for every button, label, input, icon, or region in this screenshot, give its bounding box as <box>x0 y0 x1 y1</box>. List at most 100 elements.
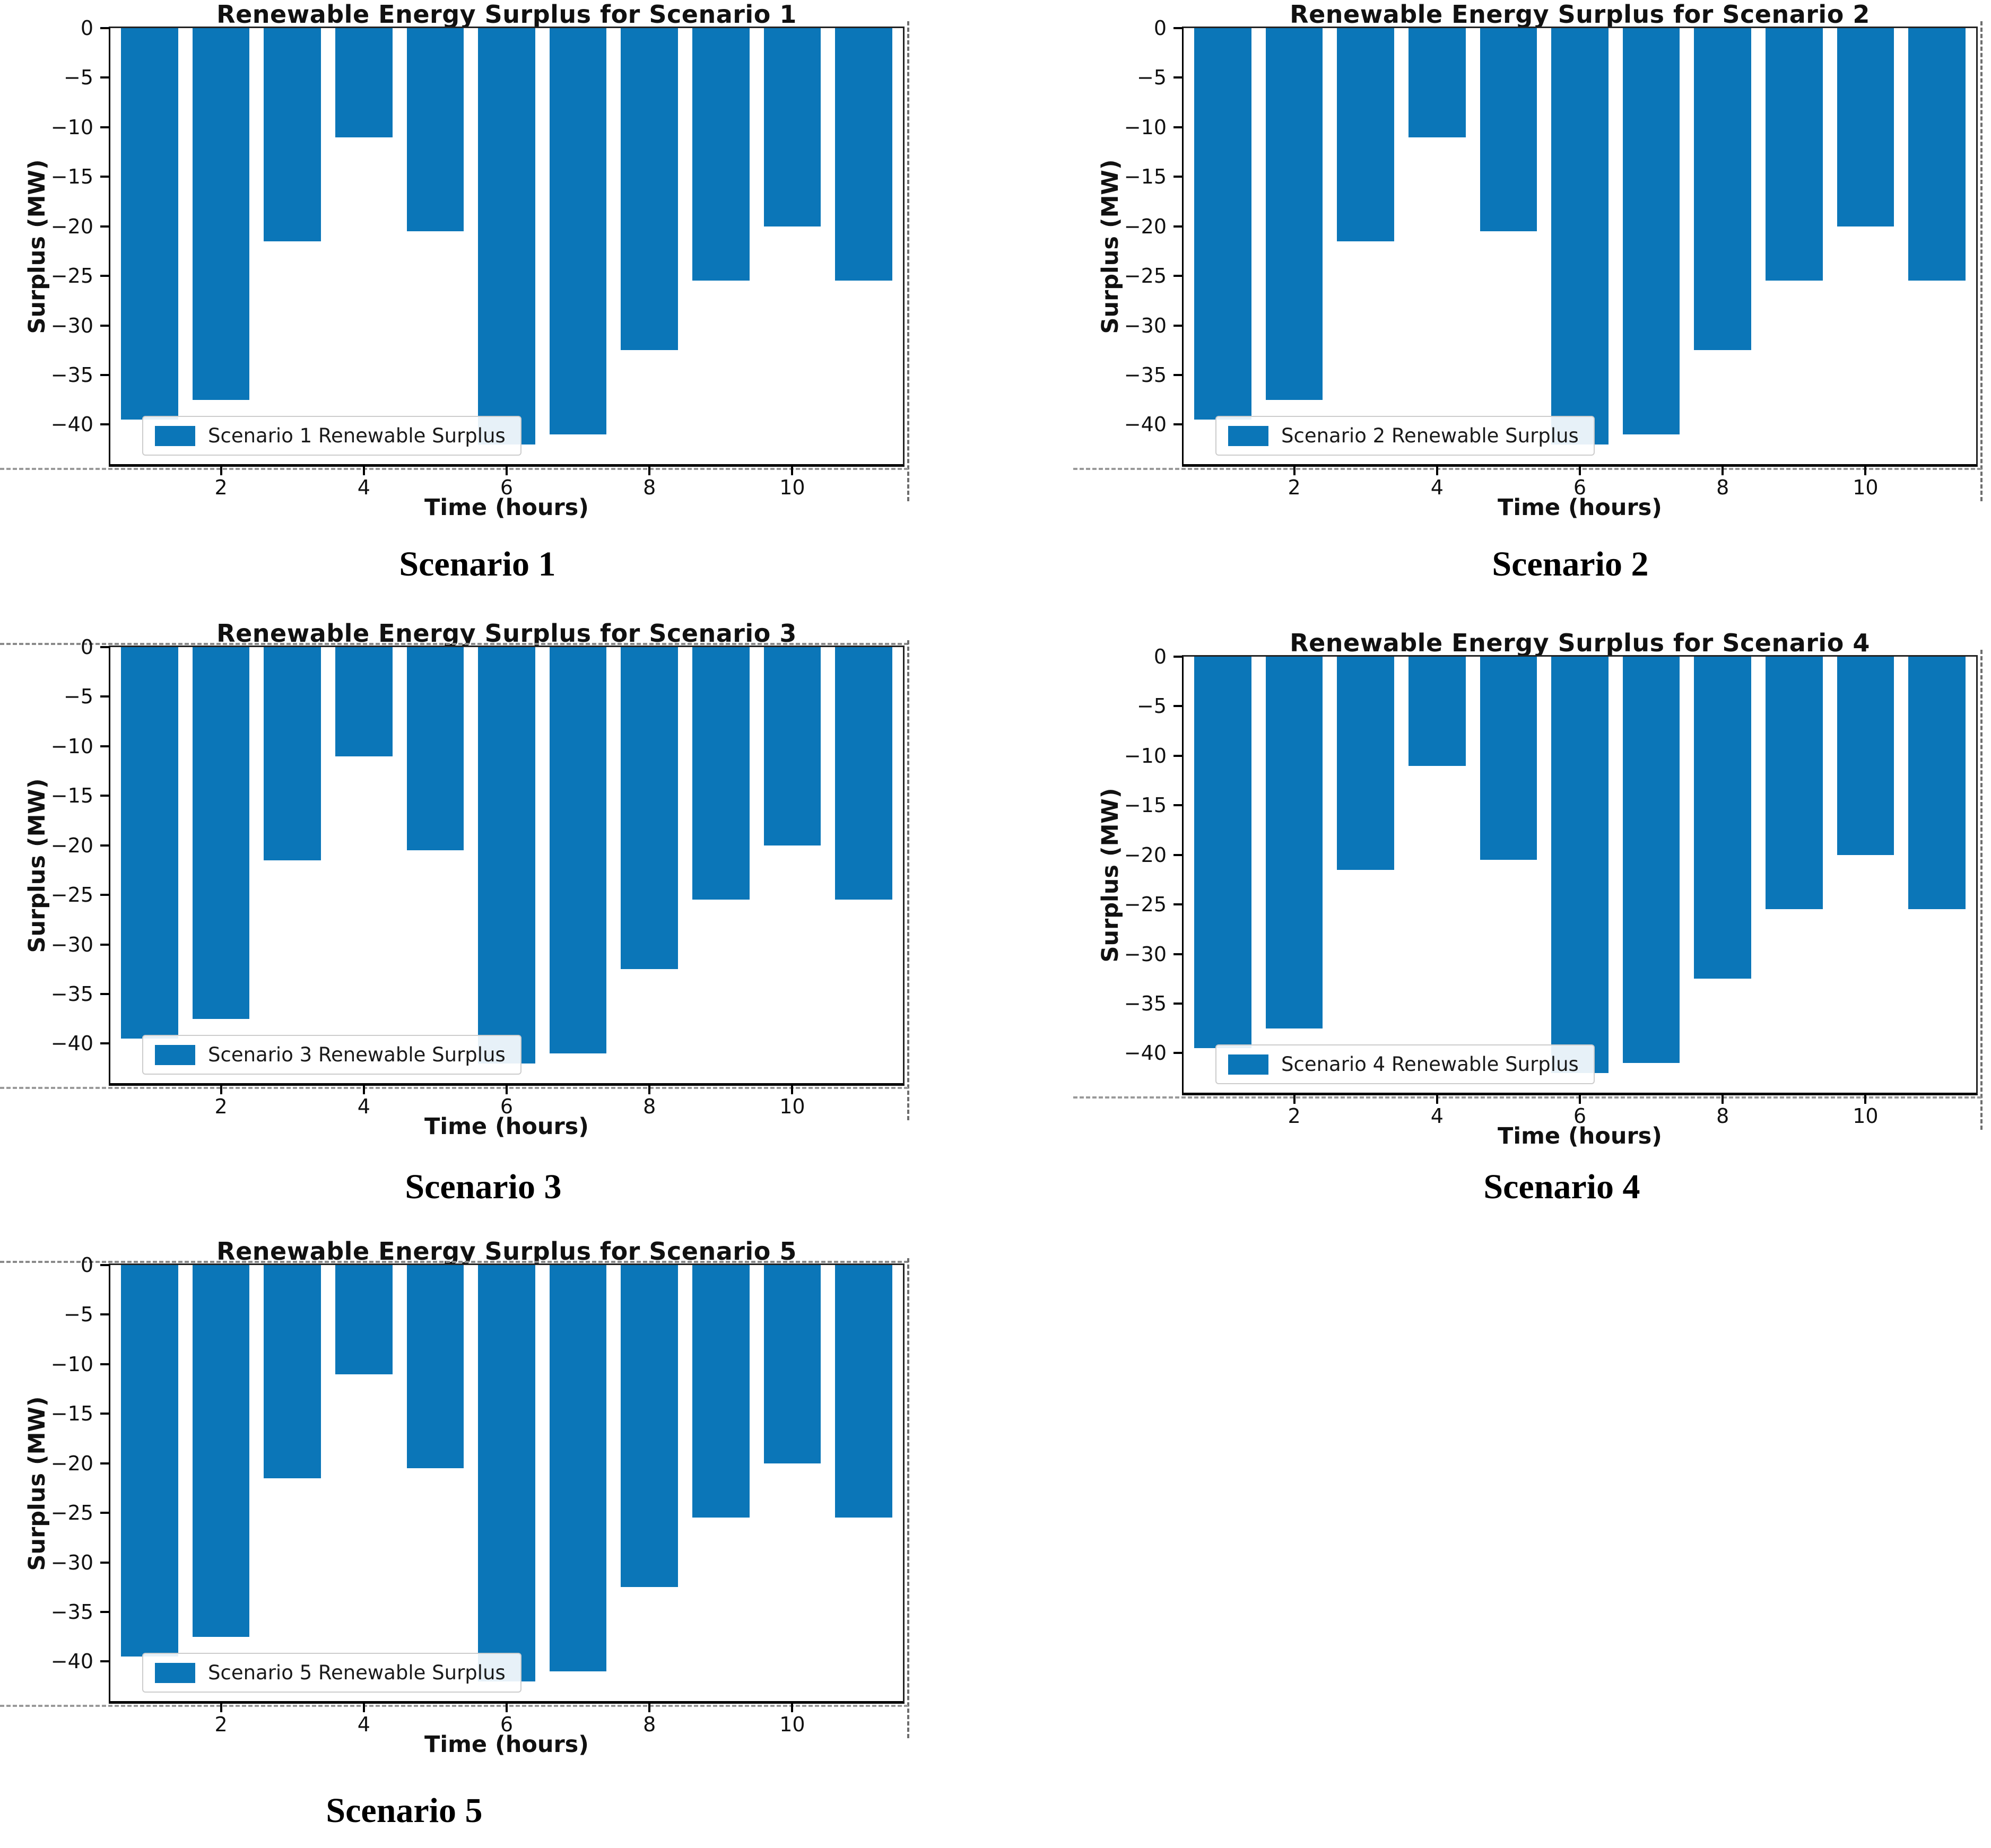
bar <box>406 28 464 231</box>
x-tick <box>648 1704 651 1712</box>
x-axis-label: Time (hours) <box>1498 1123 1662 1149</box>
y-tick <box>1173 275 1182 277</box>
x-tick-label: 8 <box>643 1713 656 1736</box>
y-tick-label: −15 <box>1124 165 1167 189</box>
bar <box>1908 657 1966 910</box>
bar <box>192 28 250 400</box>
y-tick-label: 0 <box>80 1253 93 1277</box>
y-tick-label: −10 <box>1124 115 1167 139</box>
y-tick <box>1173 804 1182 807</box>
y-tick <box>1173 373 1182 376</box>
chart-title: Renewable Energy Surplus for Scenario 2 <box>1290 0 1870 29</box>
x-tick <box>220 467 222 475</box>
y-tick-label: −25 <box>50 883 93 906</box>
bar <box>121 28 178 420</box>
bar <box>835 1265 892 1518</box>
x-axis-label: Time (hours) <box>424 494 589 521</box>
y-tick <box>100 943 109 946</box>
bar <box>763 28 821 226</box>
y-tick <box>1173 853 1182 856</box>
y-tick-label: −15 <box>50 1402 93 1426</box>
x-tick-label: 10 <box>779 1095 805 1118</box>
figure-edge-dashed-bottom <box>1073 1096 1981 1099</box>
x-tick-label: 8 <box>1716 1104 1729 1128</box>
x-tick <box>362 467 365 475</box>
y-tick <box>100 992 109 995</box>
y-tick-label: −15 <box>1124 794 1167 817</box>
legend-label: Scenario 3 Renewable Surplus <box>208 1043 506 1066</box>
y-tick-label: −30 <box>50 932 93 956</box>
y-tick-label: −35 <box>1124 363 1167 387</box>
y-tick <box>1173 76 1182 79</box>
bar <box>406 1265 464 1468</box>
legend: Scenario 2 Renewable Surplus <box>1215 416 1595 456</box>
y-tick <box>100 1264 109 1266</box>
x-tick <box>791 1086 794 1094</box>
y-tick-label: −40 <box>1124 413 1167 437</box>
x-tick-label: 6 <box>1573 476 1587 499</box>
figure-edge-dashed-right <box>907 1258 909 1738</box>
x-tick <box>1436 467 1438 475</box>
figure-edge-dashed-top <box>0 1261 908 1263</box>
bar <box>835 28 892 281</box>
figure-edge-dashed-right <box>1980 650 1983 1130</box>
y-tick-label: −10 <box>50 734 93 758</box>
chart-title: Renewable Energy Surplus for Scenario 4 <box>1290 629 1870 657</box>
scenario-2-chart: Renewable Energy Surplus for Scenario 2 … <box>1073 0 1991 528</box>
x-tick-label: 4 <box>357 1095 370 1118</box>
y-tick <box>100 695 109 698</box>
y-tick <box>100 1413 109 1415</box>
legend-swatch <box>155 1662 195 1683</box>
bar <box>1480 28 1537 231</box>
y-tick <box>100 1512 109 1514</box>
bar <box>1265 657 1323 1028</box>
x-tick <box>791 467 794 475</box>
legend-label: Scenario 5 Renewable Surplus <box>208 1661 506 1684</box>
x-tick-label: 6 <box>500 1095 514 1118</box>
x-tick-label: 8 <box>1716 476 1729 499</box>
y-tick-label: −40 <box>50 1650 93 1673</box>
legend-swatch <box>155 1044 195 1065</box>
bar <box>1194 657 1251 1048</box>
bar <box>264 647 321 860</box>
bar <box>478 28 535 444</box>
x-tick <box>506 467 508 475</box>
x-tick <box>1722 1095 1724 1104</box>
y-tick-label: −35 <box>1124 991 1167 1015</box>
scenario-3-chart: Renewable Energy Surplus for Scenario 3 … <box>0 619 923 1147</box>
plot-area: Scenario 2 Renewable Surplus <box>1182 27 1978 467</box>
bar <box>192 1265 250 1637</box>
y-tick <box>100 844 109 847</box>
legend: Scenario 1 Renewable Surplus <box>142 416 521 456</box>
x-tick-label: 2 <box>214 476 228 499</box>
plot-area: Scenario 1 Renewable Surplus <box>109 27 905 467</box>
x-tick <box>1864 1095 1867 1104</box>
bar <box>692 647 750 900</box>
legend-label: Scenario 1 Renewable Surplus <box>208 424 506 447</box>
legend: Scenario 4 Renewable Surplus <box>1215 1044 1595 1084</box>
bar <box>1622 657 1680 1063</box>
bar <box>264 1265 321 1478</box>
y-tick-label: −30 <box>50 1550 93 1574</box>
y-tick-label: −35 <box>50 982 93 1006</box>
figure-edge-dashed-bottom <box>0 1087 908 1089</box>
x-tick-label: 4 <box>1430 1104 1444 1128</box>
y-tick-label: −20 <box>50 833 93 857</box>
scenario-4-chart: Renewable Energy Surplus for Scenario 4 … <box>1073 629 1991 1156</box>
x-tick-label: 10 <box>779 1713 805 1736</box>
bar <box>1480 657 1537 860</box>
y-tick-label: −35 <box>50 1600 93 1624</box>
x-tick-label: 4 <box>357 1713 370 1736</box>
bar <box>1765 657 1823 910</box>
bar <box>1837 28 1894 226</box>
y-tick-label: −35 <box>50 363 93 387</box>
x-tick-label: 4 <box>357 476 370 499</box>
y-tick-label: 0 <box>1153 645 1167 668</box>
y-tick <box>1173 27 1182 29</box>
x-tick <box>1436 1095 1438 1104</box>
x-tick-label: 6 <box>500 476 514 499</box>
x-tick-label: 2 <box>1288 476 1301 499</box>
x-tick-label: 10 <box>779 476 805 499</box>
x-tick <box>1293 467 1296 475</box>
y-tick <box>1173 225 1182 228</box>
